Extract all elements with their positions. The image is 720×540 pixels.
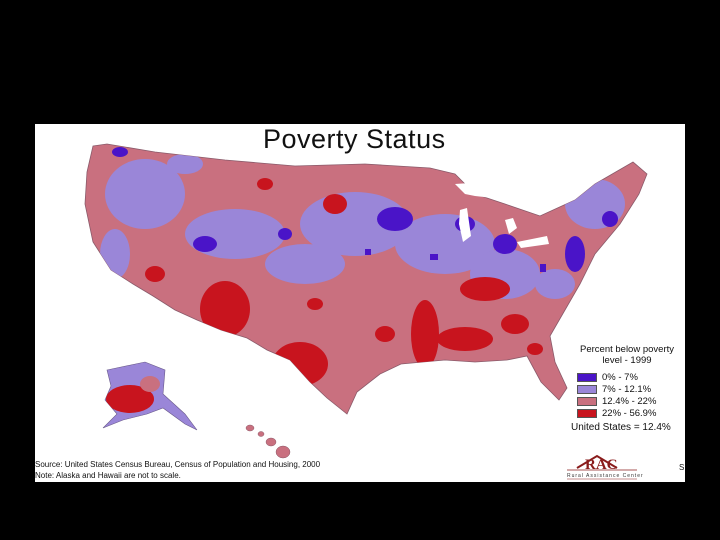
us-poverty-rate: United States = 12.4% [571, 422, 671, 433]
rac-logo-roof [567, 454, 637, 480]
poverty-map [84, 143, 648, 459]
legend: Percent below poverty level - 1999 0% - … [571, 344, 683, 420]
cropped-edge-text: S [679, 463, 685, 472]
legend-item: 12.4% - 22% [571, 396, 683, 407]
legend-item: 7% - 12.1% [571, 384, 683, 395]
rac-logo-icon: RAC Rural Assistance Center [547, 454, 657, 482]
source-note: Source: United States Census Bureau, Cen… [35, 459, 320, 481]
legend-swatch [577, 373, 597, 382]
legend-swatch [577, 409, 597, 418]
legend-title: Percent below poverty level - 1999 [580, 344, 674, 366]
map-panel: Poverty Status [35, 124, 685, 482]
legend-label: 0% - 7% [602, 372, 638, 383]
hawaii-islands [245, 424, 291, 459]
legend-swatch [577, 397, 597, 406]
logo-text: RAC [585, 457, 618, 473]
legend-label: 7% - 12.1% [602, 384, 652, 395]
logo-subtitle: Rural Assistance Center [567, 473, 644, 479]
legend-label: 12.4% - 22% [602, 396, 657, 407]
great-lakes [455, 182, 549, 248]
source-line: Source: United States Census Bureau, Cen… [35, 460, 321, 469]
note-line: Note: Alaska and Hawaii are not to scale… [35, 471, 181, 480]
legend-swatch [577, 385, 597, 394]
legend-label: 22% - 56.9% [602, 408, 657, 419]
legend-item: 22% - 56.9% [571, 408, 683, 419]
map-title: Poverty Status [263, 124, 446, 154]
legend-item: 0% - 7% [571, 372, 683, 383]
